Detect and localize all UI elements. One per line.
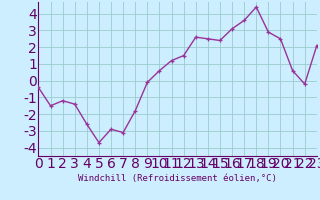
X-axis label: Windchill (Refroidissement éolien,°C): Windchill (Refroidissement éolien,°C) <box>78 174 277 183</box>
